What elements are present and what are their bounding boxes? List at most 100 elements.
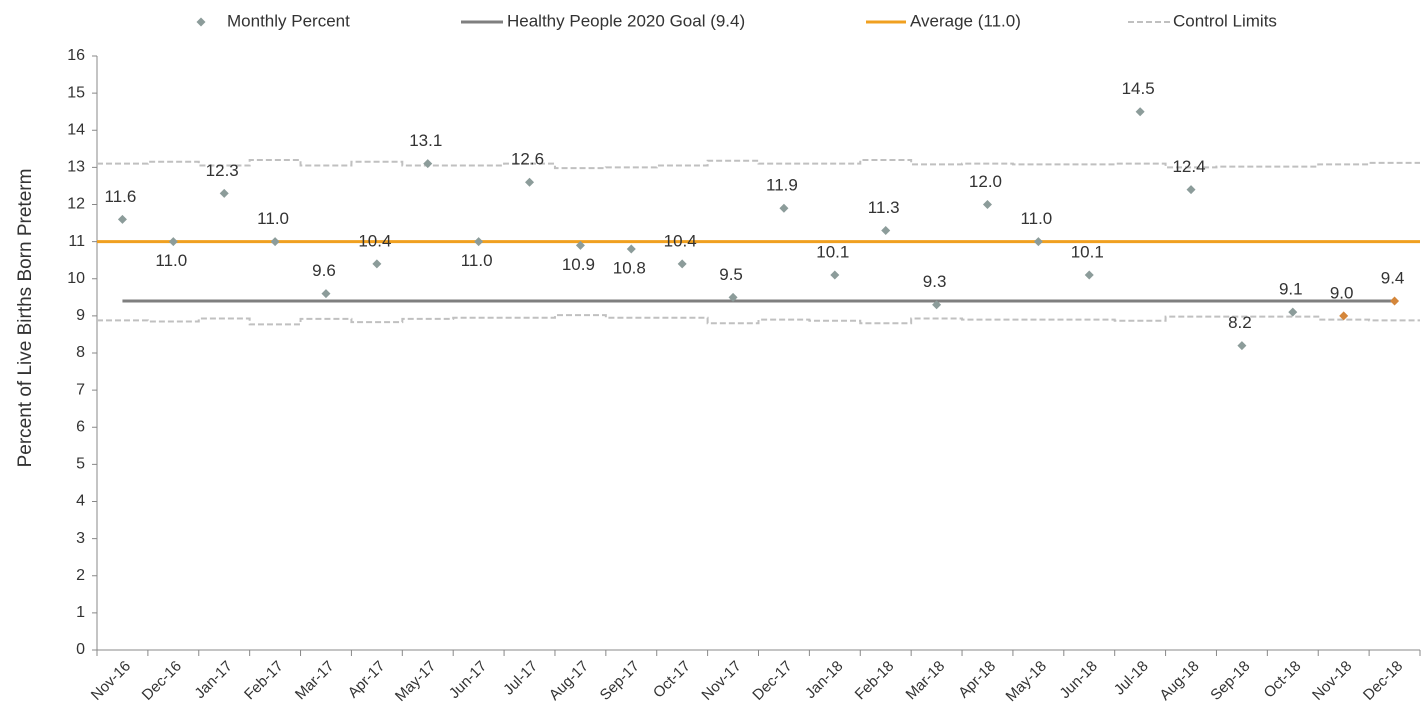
legend-label: Control Limits: [1173, 11, 1277, 30]
x-tick-label: Oct-17: [650, 658, 694, 702]
data-label: 11.6: [105, 187, 137, 206]
x-tick-label: Aug-18: [1156, 658, 1202, 704]
data-label: 12.6: [511, 150, 544, 169]
legend-label: Average (11.0): [910, 11, 1021, 30]
data-label: 11.3: [868, 198, 900, 217]
data-point: [525, 177, 535, 187]
data-point: [677, 259, 687, 269]
data-label: 12.3: [206, 161, 239, 180]
y-tick-label: 13: [67, 159, 85, 176]
x-tick-label: Feb-18: [852, 658, 898, 704]
data-point: [728, 292, 738, 302]
data-point: [575, 240, 585, 250]
data-label: 12.4: [1172, 157, 1205, 176]
data-point: [474, 237, 484, 247]
y-tick-label: 2: [76, 567, 85, 584]
x-tick-label: Oct-18: [1261, 658, 1305, 702]
x-tick-label: Jun-17: [446, 658, 490, 702]
x-tick-label: Dec-17: [749, 658, 795, 704]
data-point: [168, 237, 178, 247]
data-point: [626, 244, 636, 254]
data-point: [219, 188, 229, 198]
data-point: [1084, 270, 1094, 280]
legend-label: Healthy People 2020 Goal (9.4): [507, 11, 745, 30]
y-tick-label: 15: [67, 84, 85, 101]
control-limit: [97, 314, 1420, 326]
x-tick-label: Nov-17: [698, 658, 744, 704]
data-point: [372, 259, 382, 269]
data-label: 9.5: [719, 265, 743, 284]
data-point: [270, 237, 280, 247]
data-label: 11.9: [766, 176, 798, 195]
data-point: [932, 300, 942, 310]
x-tick-label: May-17: [392, 658, 439, 705]
data-point: [423, 159, 433, 169]
data-label: 10.9: [562, 255, 595, 274]
data-label: 10.4: [358, 231, 391, 250]
data-point: [1033, 237, 1043, 247]
x-tick-label: Mar-18: [903, 658, 949, 704]
x-tick-label: Sep-18: [1207, 658, 1253, 704]
data-point: [881, 225, 891, 235]
y-axis-title: Percent of Live Births Born Preterm: [15, 169, 36, 468]
x-tick-label: Sep-17: [597, 658, 643, 704]
data-label: 10.8: [613, 259, 646, 278]
x-tick-label: Nov-16: [88, 658, 134, 704]
data-point: [982, 200, 992, 209]
x-tick-label: Aug-17: [546, 658, 592, 704]
y-tick-label: 8: [76, 344, 85, 361]
data-point: [1339, 311, 1349, 321]
x-tick-label: Nov-18: [1309, 658, 1355, 704]
x-tick-label: Jun-18: [1056, 658, 1100, 702]
x-tick-label: Jan-18: [802, 658, 846, 702]
data-label: 9.1: [1279, 280, 1303, 299]
data-label: 13.1: [409, 131, 442, 150]
y-tick-label: 3: [76, 530, 85, 547]
legend-marker: [196, 17, 206, 27]
x-tick-label: Jul-18: [1111, 658, 1152, 699]
legend-label: Monthly Percent: [227, 11, 350, 30]
y-tick-label: 12: [67, 196, 85, 213]
data-label: 9.6: [312, 261, 336, 280]
data-point: [321, 289, 331, 299]
x-tick-label: Apr-17: [345, 658, 389, 702]
data-label: 10.4: [664, 231, 697, 250]
data-point: [1390, 296, 1400, 306]
y-tick-label: 16: [67, 47, 85, 64]
x-tick-label: Jan-17: [191, 658, 235, 702]
data-label: 10.1: [1071, 243, 1104, 262]
data-label: 12.0: [969, 172, 1002, 191]
x-tick-label: Feb-17: [241, 658, 287, 704]
data-point: [117, 214, 127, 224]
x-tick-label: Jul-17: [500, 658, 541, 699]
x-tick-label: Dec-16: [139, 658, 185, 704]
data-point: [779, 203, 789, 213]
data-point: [1237, 341, 1247, 351]
control-limit: [97, 158, 1420, 170]
y-tick-label: 1: [76, 604, 85, 621]
data-label: 10.1: [816, 243, 849, 262]
data-label: 9.4: [1381, 269, 1405, 288]
y-tick-label: 5: [76, 456, 85, 473]
y-tick-label: 0: [76, 641, 85, 658]
data-label: 8.2: [1228, 313, 1252, 332]
y-tick-label: 6: [76, 418, 85, 435]
data-label: 9.0: [1330, 283, 1354, 302]
x-tick-label: Mar-17: [292, 658, 338, 704]
data-point: [1288, 307, 1298, 317]
data-label: 11.0: [155, 251, 187, 270]
y-tick-label: 4: [76, 493, 85, 510]
y-tick-label: 7: [76, 381, 85, 398]
data-point: [830, 270, 840, 280]
data-label: 9.3: [923, 272, 947, 291]
data-label: 11.0: [1020, 209, 1052, 228]
data-label: 14.5: [1122, 79, 1155, 98]
data-label: 11.0: [257, 209, 289, 228]
y-tick-label: 11: [68, 233, 85, 250]
data-label: 11.0: [461, 251, 493, 270]
data-point: [1135, 107, 1145, 117]
data-point: [1186, 185, 1196, 195]
x-tick-label: Dec-18: [1360, 658, 1406, 704]
x-tick-label: Apr-18: [955, 658, 999, 702]
